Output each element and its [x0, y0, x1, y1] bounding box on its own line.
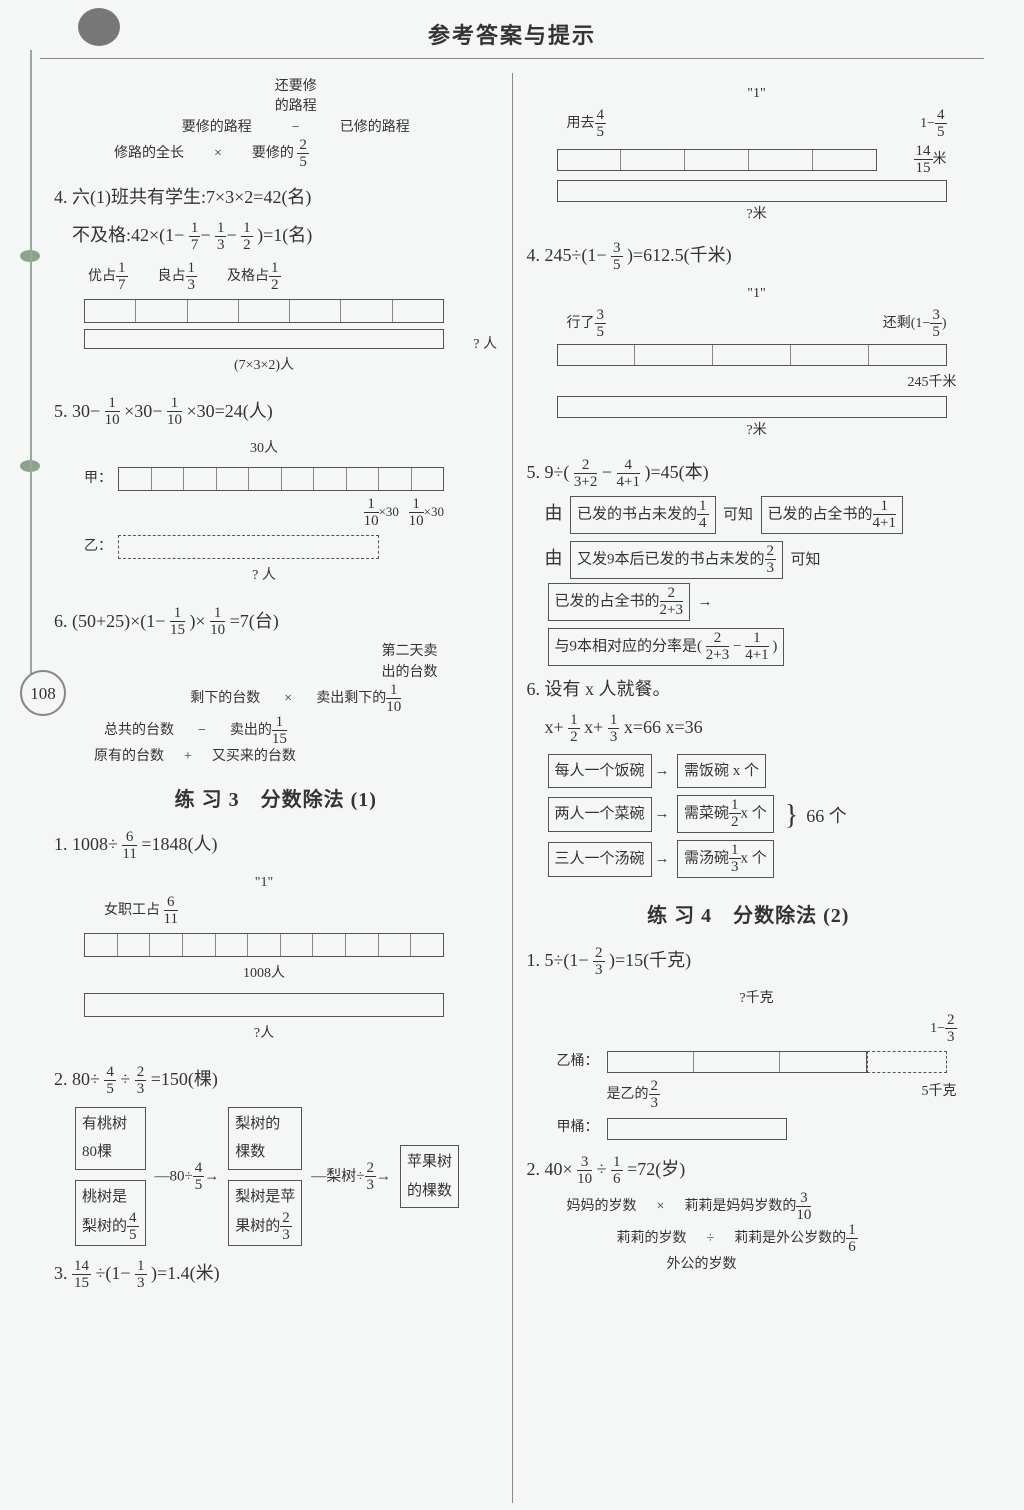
- practice3-item1: 1. 1008÷ 611 =1848(人): [54, 827, 498, 862]
- practice4-item1: 1. 5÷(1− 23 )=15(千克): [527, 943, 971, 978]
- left-column: 还要修 的路程 要修的路程 − 已修的路程 修路的全长 × 要修的 25: [40, 73, 513, 1503]
- vine-decoration: [30, 50, 32, 690]
- practice3-item1-diagram: "1" 女职工占 611 1008人 ?人: [84, 870, 444, 1048]
- right-column: "1" 用去45 1−45 1415米 ?米 4. 245÷(1− 35: [513, 73, 985, 1503]
- item-4: 4. 六(1)班共有学生:7×3×2=42(名): [54, 180, 498, 214]
- item-6: 6. (50+25)×(1− 115 )× 110 =7(台): [54, 604, 498, 639]
- practice3-item2-flow: 有桃树80棵 桃树是梨树的45 —80÷45→ 梨树的棵数 梨树是苹果树的23 …: [54, 1105, 498, 1249]
- practice4-item2: 2. 40× 310 ÷ 16 =72(岁): [527, 1152, 971, 1187]
- tree-node: 修路的全长: [114, 144, 184, 164]
- item-4-sub: 不及格:42×(1− 17− 13− 12 )=1(名): [54, 218, 498, 253]
- item-4-text: 4. 六(1)班共有学生:7×3×2=42(名): [54, 187, 311, 207]
- tree-op: ×: [214, 144, 222, 164]
- arrow-icon: —80÷45→: [155, 1161, 220, 1193]
- right-item-5-flow: 由 已发的书占未发的14 可知 已发的占全书的14+1 由 又发9本后已发的书占…: [527, 494, 971, 668]
- tree-op: −: [292, 118, 300, 138]
- section-4-title: 练 习 4 分数除法 (2): [527, 897, 971, 935]
- item-5-diagram: 30人 甲： 110×30 110×30 乙： ? 人: [84, 436, 444, 589]
- tree-node: 还要修: [275, 77, 317, 97]
- practice3-item2: 2. 80÷ 45 ÷ 23 =150(棵): [54, 1062, 498, 1097]
- tree-node: 要修的路程: [182, 118, 252, 138]
- right-item-6: 6. 设有 x 人就餐。: [527, 672, 971, 706]
- right-item-5: 5. 9÷( 23+2 − 44+1 )=45(本): [527, 455, 971, 490]
- item-5: 5. 30− 110 ×30− 110 ×30=24(人): [54, 394, 498, 429]
- section-3-title: 练 习 3 分数除法 (1): [54, 781, 498, 819]
- page-title: 参考答案与提示: [40, 18, 984, 59]
- tree-node: 的路程: [275, 97, 317, 117]
- item-6-tree: 第二天卖 出的台数 剩下的台数 × 卖出剩下的110 总共的台数 − 卖出的11…: [94, 642, 498, 767]
- right-top-diagram: "1" 用去45 1−45 1415米 ?米: [557, 81, 957, 228]
- tree-road-repair: 还要修 的路程 要修的路程 − 已修的路程 修路的全长 × 要修的 25: [94, 77, 498, 170]
- right-item-6-flow: 每人一个饭碗→ 需饭碗 x 个 两人一个菜碗→ 需菜碗12x 个 三人一个汤碗→…: [527, 749, 971, 884]
- practice4-item1-diagram: ?千克 1−23 乙桶： 是乙的23 5千克 甲桶：: [557, 986, 957, 1142]
- item-4-diagram: 优占17 良占13 及格占12 ? 人 (7×3×2)人: [84, 261, 444, 380]
- right-item-4-diagram: "1" 行了35 还剩(1−35) 245千米 ?米: [557, 281, 957, 445]
- right-item-6-eq: x+ 12 x+ 13 x=66 x=36: [527, 710, 971, 745]
- right-item-4: 4. 245÷(1− 35 )=612.5(千米): [527, 238, 971, 273]
- tree-node: 已修的路程: [340, 118, 410, 138]
- arrow-icon: —梨树÷23→: [311, 1161, 391, 1193]
- practice3-item3: 3. 1415 ÷(1− 13 )=1.4(米): [54, 1256, 498, 1291]
- bug-icon: [78, 8, 120, 46]
- practice4-item2-tree: 妈妈的岁数 × 莉莉是妈妈岁数的310 莉莉的岁数 ÷ 莉莉是外公岁数的16 外…: [567, 1191, 971, 1275]
- tree-node: 要修的 25: [252, 138, 309, 170]
- page-number-badge: 108: [20, 670, 66, 716]
